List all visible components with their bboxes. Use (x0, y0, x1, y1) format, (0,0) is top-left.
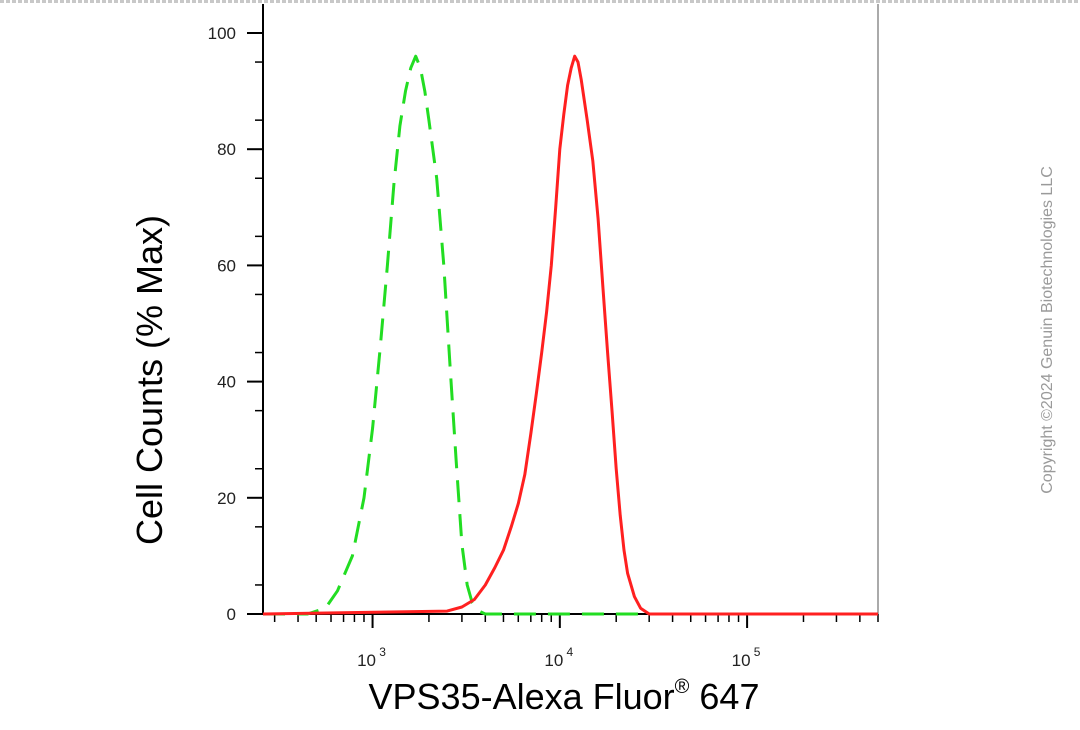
y-tick-label: 60 (217, 256, 236, 275)
y-tick-label: 100 (208, 24, 236, 43)
x-axis-label-registered: ® (675, 676, 690, 698)
x-tick-label-exponent: 5 (754, 645, 761, 659)
copyright-notice: Copyright ©2024 Genuin Biotechnologies L… (1039, 166, 1056, 494)
y-tick-label: 40 (217, 373, 236, 392)
x-axis-label: VPS35-Alexa Fluor® 647 (369, 676, 760, 717)
x-tick-label-exponent: 4 (566, 645, 573, 659)
series-line-solid-red (262, 54, 878, 616)
x-tick-label: 10 (544, 651, 563, 670)
y-tick-label: 80 (217, 140, 236, 159)
y-axis-label: Cell Counts (% Max) (129, 215, 170, 545)
x-tick-label-exponent: 3 (379, 645, 386, 659)
x-ticks: 10 3 10 4 10 5 (273, 614, 879, 670)
x-tick-label: 10 (732, 651, 751, 670)
y-ticks: 0 20 40 60 80 100 (208, 24, 263, 624)
x-axis-label-main: VPS35-Alexa Fluor (369, 676, 675, 717)
axes (262, 4, 879, 615)
x-tick-label: 10 (357, 651, 376, 670)
series-line-dashed-green (263, 54, 878, 616)
y-tick-label: 20 (217, 489, 236, 508)
series-layer (262, 54, 878, 616)
y-tick-label: 0 (227, 605, 236, 624)
x-axis-label-suffix: 647 (689, 676, 759, 717)
